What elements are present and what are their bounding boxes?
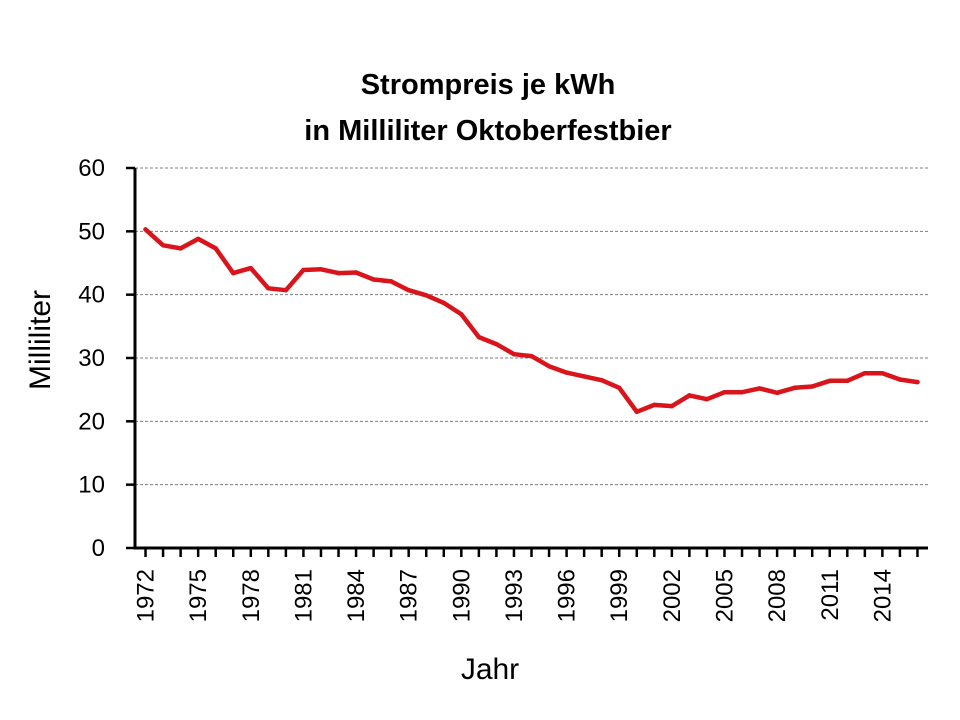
- data-point-2007: [757, 386, 762, 391]
- data-point-1995: [546, 364, 552, 369]
- data-point-1990: [459, 312, 464, 317]
- data-point-2010: [810, 384, 815, 389]
- x-tick-labels: 1972 1975 1978 1981 1984 1987 1990 1993 1996 1999…: [133, 569, 897, 622]
- data-point-2002: [669, 403, 675, 409]
- y-tick-label-20: 20: [78, 408, 105, 435]
- x-tick-label-1978: 1978: [238, 569, 265, 622]
- data-point-1985: [371, 277, 376, 282]
- data-point-1999: [617, 385, 622, 390]
- data-point-1974: [178, 246, 183, 251]
- data-point-1997: [581, 374, 587, 379]
- y-tick-label-10: 10: [78, 472, 105, 499]
- axes: [126, 166, 928, 557]
- x-tick-label-1987: 1987: [396, 569, 423, 622]
- data-point-2005: [722, 390, 727, 395]
- x-tick-label-2011: 2011: [817, 569, 844, 621]
- data-point-1992: [494, 341, 499, 347]
- x-tick-label-2005: 2005: [711, 569, 738, 622]
- data-point-2015: [897, 377, 903, 382]
- x-tick-label-1990: 1990: [448, 569, 475, 622]
- y-tick-label-30: 30: [78, 345, 105, 372]
- data-point-2001: [652, 402, 657, 408]
- y-tick-label-0: 0: [92, 535, 105, 562]
- x-tick-label-1984: 1984: [343, 569, 370, 622]
- data-point-2016: [915, 379, 920, 385]
- y-tick-label-40: 40: [78, 282, 105, 309]
- x-tick-label-1972: 1972: [133, 569, 160, 622]
- data-point-1979: [266, 286, 271, 291]
- x-tick-label-1996: 1996: [554, 569, 581, 622]
- data-point-1994: [529, 353, 534, 359]
- x-tick-label-1999: 1999: [606, 569, 633, 622]
- data-point-1973: [160, 243, 166, 248]
- y-tick-label-60: 60: [78, 155, 105, 182]
- data-point-2003: [687, 393, 692, 398]
- x-tick-label-1993: 1993: [501, 569, 528, 622]
- x-tick-label-2002: 2002: [659, 569, 686, 622]
- y-axis-label: Milliliter: [24, 290, 57, 390]
- x-tick-label-1981: 1981: [290, 569, 317, 622]
- y-tick-labels: 0 10 20 30 40 50 60: [78, 155, 105, 562]
- data-point-2006: [739, 390, 745, 395]
- data-point-2008: [774, 390, 780, 396]
- data-point-1982: [318, 267, 324, 272]
- data-point-1989: [441, 300, 446, 306]
- data-point-1991: [476, 334, 482, 340]
- data-point-1976: [213, 246, 218, 251]
- data-point-1993: [511, 352, 517, 357]
- data-point-2000: [634, 409, 639, 415]
- data-point-1998: [599, 377, 604, 383]
- data-point-2012: [845, 378, 850, 383]
- data-point-1996: [564, 370, 569, 375]
- data-point-1980: [283, 288, 289, 293]
- data-point-2009: [792, 385, 797, 390]
- chart-title-line-2: in Milliliter Oktoberfestbier: [304, 115, 671, 147]
- data-point-2013: [862, 371, 868, 376]
- data-point-2014: [880, 371, 885, 376]
- data-point-1972: [143, 227, 148, 232]
- series-layer: [143, 227, 920, 415]
- data-point-2004: [704, 396, 710, 402]
- data-point-1983: [336, 270, 341, 276]
- x-axis-label: Jahr: [461, 653, 519, 686]
- data-point-1986: [388, 279, 394, 284]
- data-point-1984: [353, 270, 359, 275]
- gridlines: [135, 167, 928, 486]
- y-tick-label-50: 50: [78, 218, 105, 245]
- x-tick-label-2014: 2014: [869, 569, 896, 622]
- data-point-1988: [424, 293, 429, 298]
- chart-title-line-1: Strompreis je kWh: [361, 69, 616, 101]
- data-point-2011: [827, 378, 832, 383]
- data-point-1987: [406, 288, 411, 293]
- data-point-1981: [301, 267, 306, 273]
- data-point-1977: [231, 270, 236, 276]
- x-tick-label-1975: 1975: [185, 569, 212, 622]
- series-line: [143, 227, 920, 415]
- data-point-1978: [248, 265, 253, 271]
- data-point-1975: [195, 236, 201, 242]
- x-tick-label-2008: 2008: [764, 569, 791, 622]
